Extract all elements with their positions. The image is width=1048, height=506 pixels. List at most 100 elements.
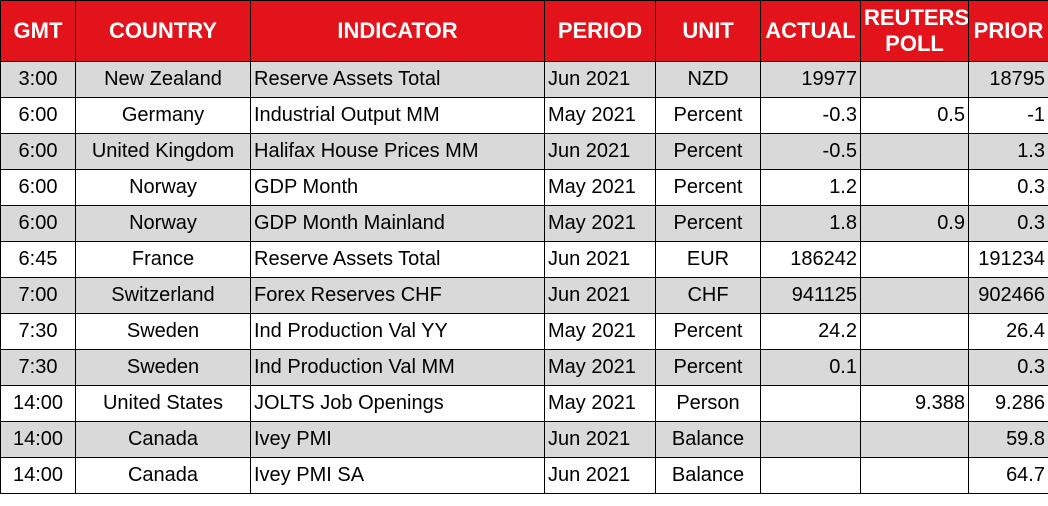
unit-cell: Balance bbox=[655, 457, 761, 494]
gmt-cell: 7:30 bbox=[0, 349, 76, 386]
actual-cell bbox=[760, 385, 861, 422]
actual-cell: 1.8 bbox=[760, 205, 861, 242]
economic-calendar-table: GMT COUNTRY INDICATOR PERIOD UNIT ACTUAL REUTE… bbox=[0, 0, 1048, 494]
reuters-poll-cell bbox=[860, 313, 969, 350]
period-cell: May 2021 bbox=[544, 169, 656, 206]
gmt-cell: 14:00 bbox=[0, 421, 76, 458]
table-row: 6:00 Germany Industrial Output MM May 2021 P… bbox=[0, 97, 1048, 134]
indicator-cell: Forex Reserves CHF bbox=[250, 277, 545, 314]
reuters-poll-cell: 0.5 bbox=[860, 97, 969, 134]
gmt-cell: 3:00 bbox=[0, 61, 76, 98]
prior-cell: 18795 bbox=[968, 61, 1048, 98]
indicator-cell: Ivey PMI SA bbox=[250, 457, 545, 494]
prior-cell: 1.3 bbox=[968, 133, 1048, 170]
period-cell: May 2021 bbox=[544, 97, 656, 134]
prior-cell: 902466 bbox=[968, 277, 1048, 314]
unit-cell: Percent bbox=[655, 313, 761, 350]
gmt-cell: 7:00 bbox=[0, 277, 76, 314]
indicator-cell: Ind Production Val YY bbox=[250, 313, 545, 350]
prior-cell: -1 bbox=[968, 97, 1048, 134]
table-row: 7:30 Sweden Ind Production Val MM May 2021 P… bbox=[0, 349, 1048, 386]
gmt-cell: 6:00 bbox=[0, 133, 76, 170]
prior-cell: 59.8 bbox=[968, 421, 1048, 458]
unit-cell: Percent bbox=[655, 133, 761, 170]
prior-cell: 0.3 bbox=[968, 349, 1048, 386]
actual-cell: 24.2 bbox=[760, 313, 861, 350]
actual-cell: -0.3 bbox=[760, 97, 861, 134]
table-row: 14:00 Canada Ivey PMI Jun 2021 Balance 59.8 bbox=[0, 421, 1048, 458]
prior-cell: 64.7 bbox=[968, 457, 1048, 494]
gmt-cell: 6:00 bbox=[0, 169, 76, 206]
country-cell: Sweden bbox=[75, 349, 251, 386]
indicator-cell: JOLTS Job Openings bbox=[250, 385, 545, 422]
unit-cell: Person bbox=[655, 385, 761, 422]
gmt-cell: 6:45 bbox=[0, 241, 76, 278]
country-cell: United Kingdom bbox=[75, 133, 251, 170]
unit-cell: Percent bbox=[655, 349, 761, 386]
reuters-poll-cell bbox=[860, 241, 969, 278]
gmt-cell: 6:00 bbox=[0, 97, 76, 134]
prior-cell: 191234 bbox=[968, 241, 1048, 278]
column-header: INDICATOR bbox=[250, 0, 545, 62]
table-row: 7:30 Sweden Ind Production Val YY May 2021 P… bbox=[0, 313, 1048, 350]
column-header: COUNTRY bbox=[75, 0, 251, 62]
period-cell: May 2021 bbox=[544, 313, 656, 350]
table-row: 6:00 Norway GDP Month May 2021 Percent 1.2 0.3 bbox=[0, 169, 1048, 206]
table-row: 14:00 Canada Ivey PMI SA Jun 2021 Balance 64.… bbox=[0, 457, 1048, 494]
gmt-cell: 14:00 bbox=[0, 385, 76, 422]
country-cell: France bbox=[75, 241, 251, 278]
unit-cell: Percent bbox=[655, 205, 761, 242]
prior-cell: 26.4 bbox=[968, 313, 1048, 350]
column-header: PRIOR bbox=[968, 0, 1048, 62]
country-cell: Norway bbox=[75, 205, 251, 242]
unit-cell: Balance bbox=[655, 421, 761, 458]
prior-cell: 0.3 bbox=[968, 205, 1048, 242]
reuters-poll-cell bbox=[860, 457, 969, 494]
reuters-poll-cell bbox=[860, 349, 969, 386]
table-row: 7:00 Switzerland Forex Reserves CHF Jun 202… bbox=[0, 277, 1048, 314]
period-cell: Jun 2021 bbox=[544, 421, 656, 458]
period-cell: May 2021 bbox=[544, 349, 656, 386]
country-cell: Canada bbox=[75, 457, 251, 494]
actual-cell bbox=[760, 457, 861, 494]
prior-cell: 9.286 bbox=[968, 385, 1048, 422]
table-row: 6:45 France Reserve Assets Total Jun 2021 EU… bbox=[0, 241, 1048, 278]
reuters-poll-cell bbox=[860, 61, 969, 98]
prior-cell: 0.3 bbox=[968, 169, 1048, 206]
indicator-cell: Ind Production Val MM bbox=[250, 349, 545, 386]
reuters-poll-cell: 0.9 bbox=[860, 205, 969, 242]
column-header: UNIT bbox=[655, 0, 761, 62]
country-cell: Switzerland bbox=[75, 277, 251, 314]
period-cell: Jun 2021 bbox=[544, 61, 656, 98]
reuters-poll-cell bbox=[860, 277, 969, 314]
reuters-poll-cell bbox=[860, 169, 969, 206]
country-cell: Norway bbox=[75, 169, 251, 206]
table-row: 6:00 United Kingdom Halifax House Prices M… bbox=[0, 133, 1048, 170]
actual-cell: 0.1 bbox=[760, 349, 861, 386]
unit-cell: Percent bbox=[655, 169, 761, 206]
indicator-cell: Ivey PMI bbox=[250, 421, 545, 458]
table-row: 14:00 United States JOLTS Job Openings May … bbox=[0, 385, 1048, 422]
column-header: PERIOD bbox=[544, 0, 656, 62]
actual-cell: -0.5 bbox=[760, 133, 861, 170]
column-header: REUTERS POLL bbox=[860, 0, 969, 62]
country-cell: Canada bbox=[75, 421, 251, 458]
table-row: 3:00 New Zealand Reserve Assets Total Jun 2… bbox=[0, 61, 1048, 98]
period-cell: May 2021 bbox=[544, 205, 656, 242]
column-header: GMT bbox=[0, 0, 76, 62]
period-cell: Jun 2021 bbox=[544, 277, 656, 314]
unit-cell: CHF bbox=[655, 277, 761, 314]
unit-cell: NZD bbox=[655, 61, 761, 98]
actual-cell: 941125 bbox=[760, 277, 861, 314]
country-cell: Sweden bbox=[75, 313, 251, 350]
actual-cell bbox=[760, 421, 861, 458]
table-row: 6:00 Norway GDP Month Mainland May 2021 Perc… bbox=[0, 205, 1048, 242]
unit-cell: Percent bbox=[655, 97, 761, 134]
indicator-cell: Reserve Assets Total bbox=[250, 61, 545, 98]
reuters-poll-cell bbox=[860, 421, 969, 458]
indicator-cell: Halifax House Prices MM bbox=[250, 133, 545, 170]
indicator-cell: GDP Month bbox=[250, 169, 545, 206]
period-cell: May 2021 bbox=[544, 385, 656, 422]
period-cell: Jun 2021 bbox=[544, 457, 656, 494]
